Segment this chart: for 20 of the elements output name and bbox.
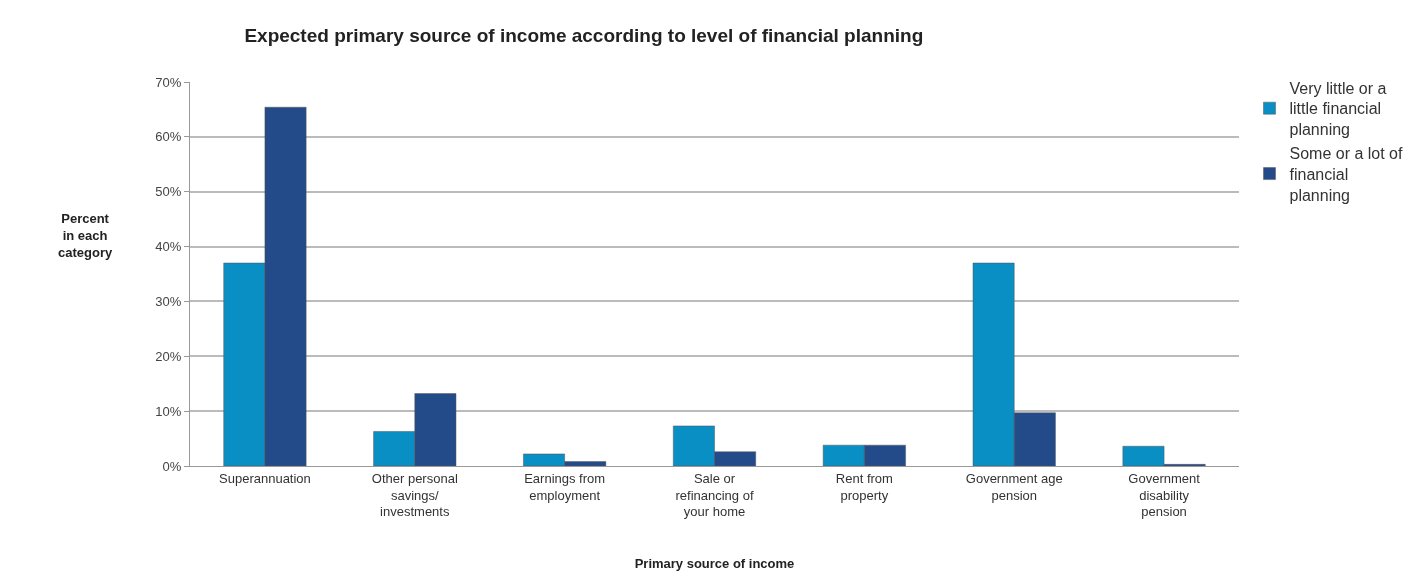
x-tick-label: Government disability pension [1128,470,1201,520]
x-axis-title: Primary source of income [634,556,795,571]
x-tick-label: Government age pension [965,470,1063,503]
y-axis-title: Percent in each category [58,211,113,260]
y-tick-label: 10% [155,403,182,419]
y-tick-label: 0% [162,458,182,474]
y-tick-label: 40% [155,239,182,255]
y-tick-label: 20% [155,348,182,364]
chart-title: Expected primary source of income according to level of financial planning [244,25,924,47]
y-tick-label: 60% [155,129,182,145]
legend-label: Some or a lot of financial planning [1289,145,1403,204]
legend-label: Very little or a little financial planning [1289,79,1387,139]
x-tick-label: Superannuation [219,470,311,486]
y-tick-label: 50% [155,184,182,200]
x-tick-label: Other personal savings/ investments [371,470,458,520]
x-tick-label: Rent from property [835,470,893,503]
x-tick-label: Earnings from employment [524,470,606,503]
y-tick-label: 70% [155,74,182,90]
y-tick-label: 30% [155,293,182,309]
x-tick-label: Sale or refinancing of your home [675,470,754,520]
